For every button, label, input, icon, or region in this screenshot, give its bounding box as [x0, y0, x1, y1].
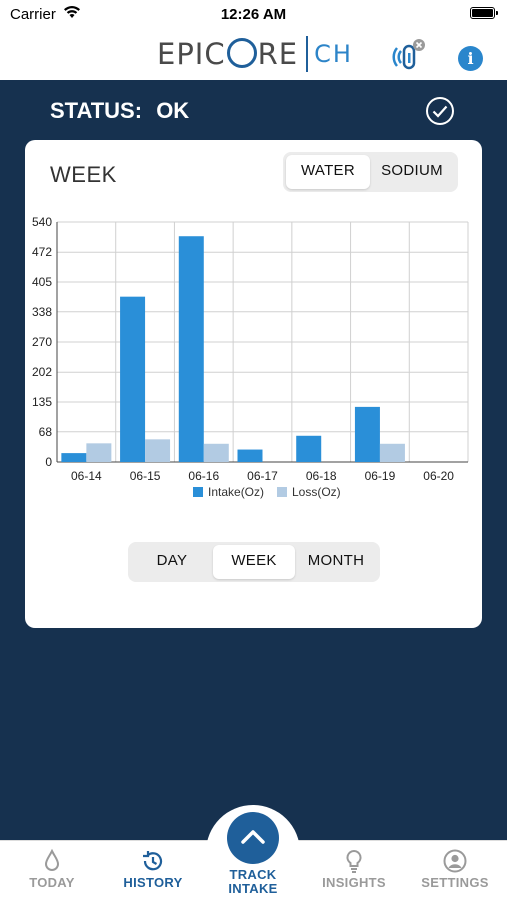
y-tick-label: 472: [32, 245, 52, 259]
tab-insights[interactable]: INSIGHTS: [304, 841, 404, 900]
x-tick-label: 06-16: [188, 469, 219, 483]
metric-segmented-control: WATER SODIUM: [283, 152, 458, 192]
track-label-line1: TRACK: [229, 867, 277, 882]
tab-history[interactable]: HISTORY: [103, 841, 203, 900]
lightbulb-icon: [346, 849, 362, 873]
legend-label: Loss(Oz): [292, 485, 341, 499]
bar-loss: [86, 443, 112, 462]
bar-intake: [178, 236, 204, 462]
carrier-label: Carrier: [10, 6, 56, 23]
user-icon: [443, 849, 467, 873]
bar-intake: [120, 296, 146, 462]
y-tick-label: 540: [32, 215, 52, 229]
y-tick-label: 338: [32, 305, 52, 319]
track-label-line2: INTAKE: [228, 881, 278, 896]
tab-water[interactable]: WATER: [286, 155, 370, 189]
tab-day[interactable]: DAY: [156, 552, 188, 569]
app-header: EPIC RE CH i: [0, 30, 507, 80]
battery-icon: [470, 7, 498, 19]
x-tick-label: 06-20: [423, 469, 454, 483]
ios-status-bar: Carrier 12:26 AM: [0, 0, 507, 30]
tab-history-label: HISTORY: [123, 875, 183, 890]
check-circle-icon: [426, 97, 454, 125]
tab-settings-label: SETTINGS: [421, 875, 489, 890]
y-tick-label: 405: [32, 275, 52, 289]
bar-intake: [354, 406, 380, 462]
epicore-logo: EPIC RE CH: [157, 34, 353, 74]
history-main: STATUS: OK WEEK WATER SODIUM 0 68 135 202 27…: [0, 80, 507, 840]
legend-swatch: [277, 487, 287, 497]
tab-settings[interactable]: SETTINGS: [405, 841, 505, 900]
logo-sub: CH: [314, 40, 353, 68]
intake-loss-chart: 0 68 135 202 270 338 405 472 540 06-14 06-15 06-16 0…: [32, 215, 469, 499]
tab-week[interactable]: WEEK: [213, 545, 295, 579]
bar-intake: [296, 435, 322, 462]
wifi-icon: [64, 6, 80, 18]
range-segmented-control: DAY WEEK MONTH: [128, 542, 380, 582]
chevron-up-icon: [241, 830, 265, 844]
y-tick-label: 135: [32, 395, 52, 409]
legend-swatch: [193, 487, 203, 497]
tab-today-label: TODAY: [29, 875, 75, 890]
logo-brand-left: EPIC: [157, 37, 226, 71]
x-tick-label: 06-18: [306, 469, 337, 483]
status-value: OK: [156, 98, 190, 123]
clock: 12:26 AM: [220, 6, 287, 23]
track-intake-label[interactable]: TRACK INTAKE: [203, 868, 303, 896]
status-label: STATUS:: [50, 98, 143, 123]
tab-today[interactable]: TODAY: [2, 841, 102, 900]
drop-icon: [44, 848, 60, 871]
bar-intake: [61, 453, 87, 462]
logo-ring-icon: [226, 38, 257, 68]
tab-month[interactable]: MONTH: [307, 552, 365, 569]
bar-loss: [379, 443, 405, 462]
status-row: STATUS: OK: [50, 98, 189, 124]
sensor-disconnected-icon[interactable]: [388, 36, 428, 74]
logo-divider: [306, 36, 309, 72]
track-intake-button[interactable]: [227, 812, 279, 864]
x-tick-label: 06-15: [130, 469, 161, 483]
y-tick-label: 68: [39, 425, 53, 439]
history-card: WEEK WATER SODIUM 0 68 135 202 270 338 405 472 5…: [25, 140, 482, 628]
bar-intake: [237, 449, 263, 462]
legend-label: Intake(Oz): [208, 485, 264, 499]
tab-insights-label: INSIGHTS: [322, 875, 386, 890]
y-tick-label: 270: [32, 335, 52, 349]
y-tick-label: 202: [32, 365, 52, 379]
y-tick-label: 0: [45, 455, 52, 469]
info-icon[interactable]: i: [458, 46, 483, 71]
tab-sodium[interactable]: SODIUM: [381, 162, 443, 179]
x-tick-label: 06-17: [247, 469, 278, 483]
x-tick-label: 06-19: [365, 469, 396, 483]
logo-brand-right: RE: [257, 37, 299, 71]
card-title: WEEK: [50, 162, 117, 187]
x-tick-label: 06-14: [71, 469, 102, 483]
bar-loss: [145, 439, 171, 462]
bar-loss: [203, 443, 229, 462]
history-icon: [143, 851, 163, 871]
